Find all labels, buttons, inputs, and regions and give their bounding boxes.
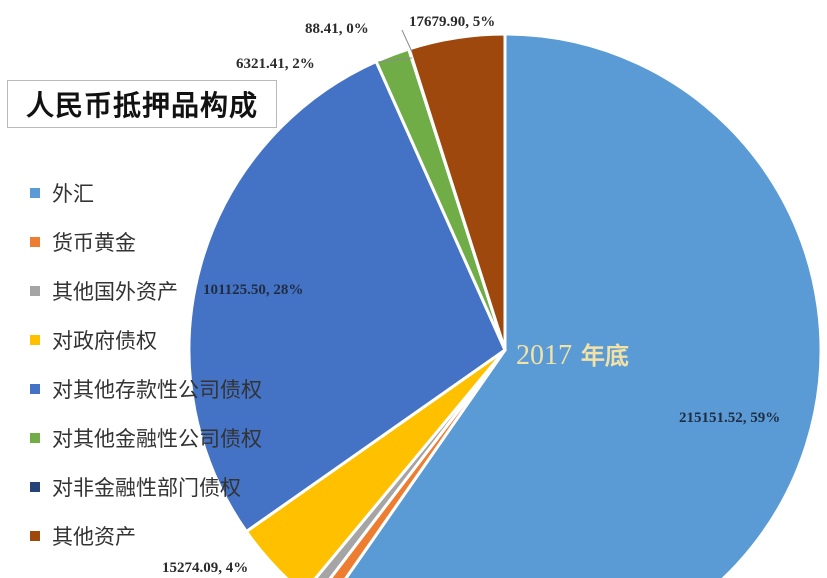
year-annotation: 2017 年底: [516, 340, 629, 371]
chart-title-box: 人民币抵押品构成: [7, 80, 277, 128]
legend-item-government: 对政府债权: [30, 315, 262, 364]
pie-slice: [407, 32, 507, 351]
legend-item-odc: 对其他存款性公司债权: [30, 364, 262, 413]
data-label-nonfinancial: 88.41, 0%: [305, 21, 369, 37]
legend-swatch: [30, 530, 40, 541]
legend-item-fx: 外汇: [30, 168, 262, 217]
legend-swatch: [30, 285, 40, 296]
leader-line: [401, 29, 413, 53]
legend: 外汇 货币黄金 其他国外资产 对政府债权 对其他存款性公司债权 对其他金融性公司…: [30, 168, 262, 560]
data-label-other-assets: 17679.90, 5%: [409, 14, 496, 30]
chart-title: 人民币抵押品构成: [25, 89, 258, 122]
data-label-odc: 101125.50, 28%: [203, 282, 304, 298]
legend-item-ofc: 对其他金融性公司债权: [30, 413, 262, 462]
legend-swatch: [30, 236, 40, 247]
legend-item-gold: 货币黄金: [30, 217, 262, 266]
data-label-ofc: 6321.41, 2%: [236, 56, 315, 72]
legend-item-other-assets: 其他资产: [30, 511, 262, 560]
legend-swatch: [30, 481, 40, 492]
pie-slice: [344, 32, 823, 578]
legend-item-other-foreign: 其他国外资产: [30, 266, 262, 315]
pie-slice: [187, 59, 507, 534]
legend-swatch: [30, 432, 40, 443]
legend-swatch: [30, 187, 40, 198]
leader-line: [377, 57, 413, 63]
legend-swatch: [30, 383, 40, 394]
data-label-government: 15274.09, 4%: [162, 560, 249, 576]
legend-swatch: [30, 334, 40, 345]
data-label-fx: 215151.52, 59%: [679, 410, 781, 426]
legend-item-nonfinancial: 对非金融性部门债权: [30, 462, 262, 511]
